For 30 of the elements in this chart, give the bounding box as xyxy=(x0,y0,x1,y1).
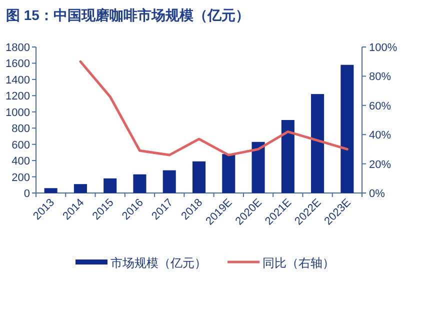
bar xyxy=(74,184,87,193)
bar xyxy=(44,188,58,193)
bar xyxy=(281,120,294,193)
y2-tick-label: 80% xyxy=(369,71,392,84)
legend-label: 同比（右轴） xyxy=(262,256,334,270)
y-tick-label: 400 xyxy=(12,156,30,168)
bar xyxy=(340,64,354,193)
y-tick-label: 1000 xyxy=(6,106,30,119)
y-tick-label: 0 xyxy=(24,188,30,200)
legend-label: 市场规模（亿元） xyxy=(110,256,206,270)
bar xyxy=(133,174,146,193)
y-tick-label: 800 xyxy=(12,123,30,136)
y-tick-label: 1200 xyxy=(6,90,30,103)
y-tick-label: 600 xyxy=(12,139,30,152)
bar xyxy=(104,178,117,193)
y-tick-label: 1400 xyxy=(6,74,30,86)
chart-title: 图 15：中国现磨咖啡市场规模（亿元） xyxy=(6,7,250,23)
y2-tick-label: 0% xyxy=(369,188,386,200)
y-tick-label: 1800 xyxy=(6,42,30,54)
y-tick-label: 1600 xyxy=(6,58,30,70)
y2-tick-label: 100% xyxy=(369,42,398,54)
y-tick-label: 200 xyxy=(12,172,30,184)
y2-tick-label: 20% xyxy=(369,158,392,171)
y2-tick-label: 60% xyxy=(369,100,392,112)
bar xyxy=(252,142,265,193)
y2-tick-label: 40% xyxy=(369,130,392,142)
bar xyxy=(311,94,324,193)
bar xyxy=(192,161,206,193)
bar xyxy=(162,170,176,193)
bar xyxy=(222,154,236,193)
